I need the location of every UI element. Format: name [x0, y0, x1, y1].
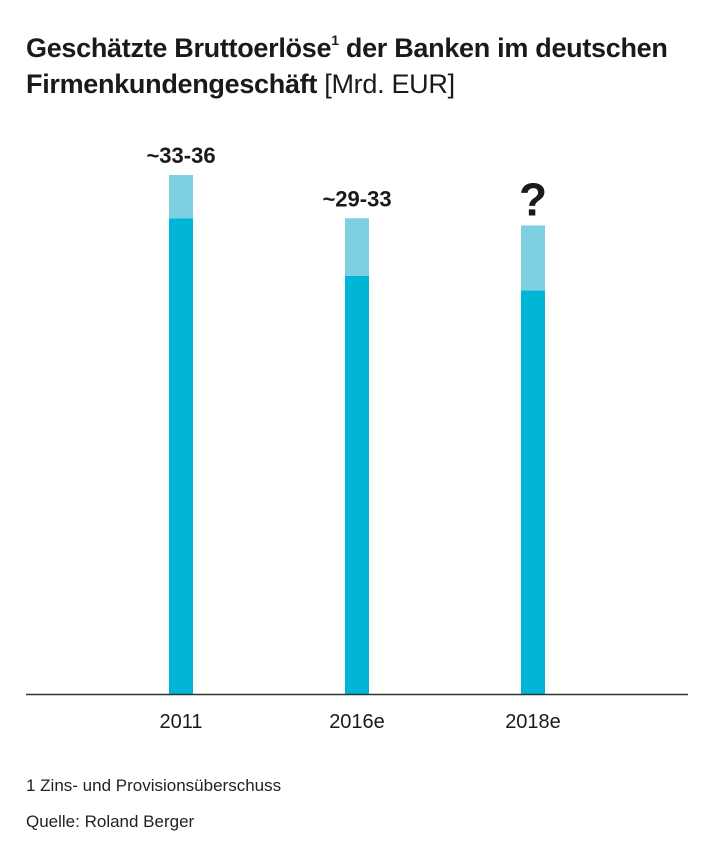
data-label: ~33-36 [146, 143, 215, 168]
title-unit: [Mrd. EUR] [324, 69, 455, 99]
chart-title: Geschätzte Bruttoerlöse1 der Banken im d… [26, 22, 696, 102]
source-note: Quelle: Roland Berger [26, 812, 195, 831]
x-tick-label: 2018e [505, 711, 561, 733]
x-tick-label: 2016e [329, 711, 385, 733]
bar-range [345, 218, 369, 276]
x-tick-label: 2011 [159, 711, 202, 733]
title-main: Geschätzte Bruttoerlöse [26, 33, 332, 63]
footnote: 1 Zins- und Provisionsüberschuss [26, 776, 282, 795]
bar-range [521, 225, 545, 291]
bar-base [521, 290, 545, 694]
bar-range [169, 175, 193, 219]
data-label: ~29-33 [322, 186, 391, 211]
title-rest: der Banken im deutschen Firmenkundengesc… [26, 33, 668, 99]
title-footnote-marker: 1 [331, 32, 339, 48]
bar-base [169, 218, 193, 694]
bar-base [345, 275, 369, 694]
data-label: ? [519, 173, 547, 225]
